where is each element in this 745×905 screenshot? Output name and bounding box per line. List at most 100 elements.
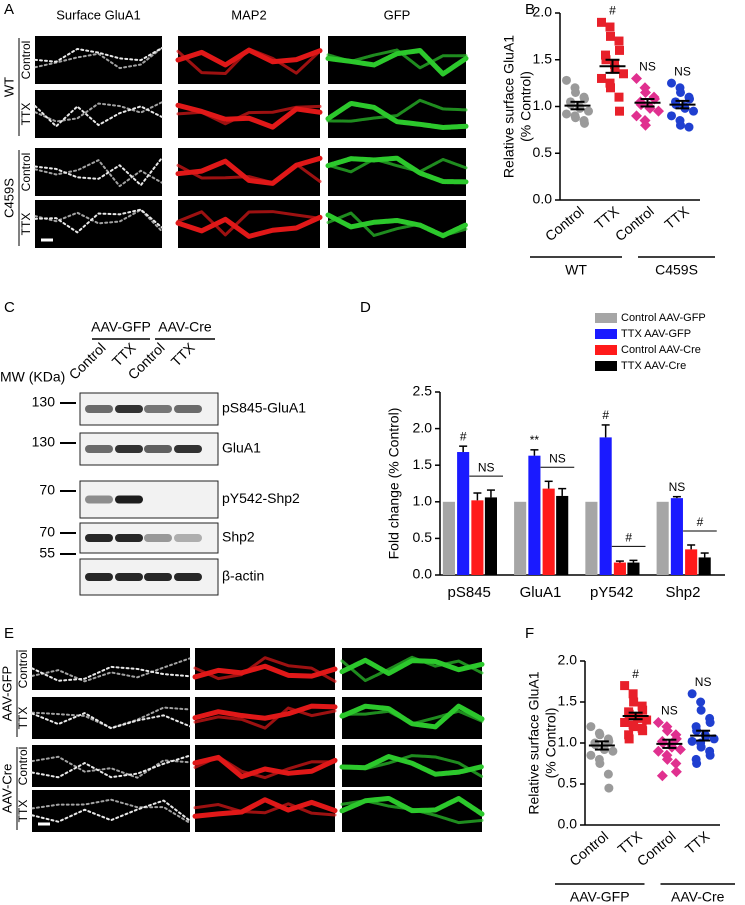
- data-point: [656, 770, 668, 782]
- row-label: TTX: [16, 800, 30, 823]
- y-axis-label: Fold change (% Control): [386, 408, 402, 560]
- neurite: [31, 706, 191, 729]
- micrograph: [35, 36, 162, 84]
- legend-label: TTX AAV-GFP: [621, 328, 691, 340]
- group-label: AAV-GFP: [570, 889, 630, 905]
- neurite: [192, 663, 338, 680]
- mw-label: 70: [39, 524, 55, 540]
- data-point: [610, 59, 619, 69]
- blot-label: pY542-Shp2: [222, 490, 300, 506]
- bar: [685, 549, 698, 575]
- row-label: Control: [16, 747, 30, 786]
- neurite: [176, 47, 322, 76]
- bar: [670, 498, 683, 575]
- band: [144, 405, 172, 413]
- mw-label: 130: [32, 394, 56, 410]
- group-label: AAV-Cre: [0, 764, 14, 814]
- neurite: [340, 799, 484, 825]
- data-point: [638, 726, 648, 736]
- neurite: [34, 156, 163, 187]
- neurite: [325, 100, 469, 130]
- mw-title: MW (KDa): [0, 369, 65, 385]
- y-tick-label: 0.5: [558, 775, 578, 791]
- bar: [442, 501, 455, 575]
- data-point: [661, 753, 673, 765]
- data-point: [640, 86, 651, 98]
- neurite: [339, 657, 485, 676]
- data-point: [667, 78, 676, 88]
- bar: [613, 562, 626, 575]
- neurite: [192, 703, 338, 721]
- lane-label: TTX: [168, 339, 198, 369]
- neurite: [340, 709, 484, 726]
- band: [174, 445, 202, 453]
- data-point: [687, 689, 697, 699]
- neurite: [192, 797, 338, 819]
- band: [85, 495, 113, 504]
- neurite: [340, 754, 484, 779]
- data-point: [614, 92, 624, 102]
- data-point: [580, 118, 589, 128]
- data-point: [692, 759, 702, 768]
- data-point: [586, 722, 596, 732]
- data-point: [674, 744, 686, 756]
- data-point: [620, 718, 630, 727]
- group-label: C459S: [1, 178, 16, 218]
- y-tick-label: 1.5: [558, 693, 578, 709]
- band: [144, 573, 172, 581]
- group-label: AAV-GFP: [0, 666, 14, 721]
- mw-label: 130: [32, 434, 56, 450]
- data-point: [696, 697, 706, 707]
- legend-swatch: [595, 329, 617, 339]
- y-tick-label: 2.0: [413, 419, 433, 435]
- micrograph: [32, 697, 190, 739]
- data-point: [586, 750, 596, 760]
- data-point: [696, 742, 706, 752]
- data-point: [684, 122, 694, 132]
- data-point: [562, 75, 571, 85]
- neurite: [326, 211, 468, 238]
- neurite: [176, 162, 322, 185]
- annotation: NS: [661, 704, 678, 718]
- y-axis-label: Relative surface GluA1: [526, 671, 542, 814]
- y-tick-label: 0.5: [533, 144, 553, 160]
- panel-label: B: [525, 1, 535, 18]
- x-tick-label: pS845: [448, 584, 491, 601]
- y-tick-label: 0.0: [533, 191, 553, 207]
- column-header: GFP: [384, 7, 411, 22]
- bracket-label: #: [625, 531, 632, 545]
- data-point: [670, 766, 682, 778]
- neurite: [326, 48, 468, 70]
- data-point: [603, 769, 613, 779]
- data-point: [597, 17, 606, 27]
- row-label: TTX: [16, 707, 30, 730]
- data-point: [631, 72, 642, 84]
- column-header: MAP2: [231, 7, 266, 22]
- row-label: Control: [19, 153, 33, 192]
- annotation: NS: [695, 675, 712, 689]
- column-header: Surface GluA1: [56, 7, 141, 22]
- panel-label: C: [4, 299, 15, 316]
- micrograph: [195, 745, 335, 787]
- bar: [457, 452, 470, 575]
- neurite: [193, 706, 337, 730]
- blot-label: pS845-GluA1: [222, 400, 306, 416]
- neurite: [340, 655, 484, 683]
- band: [115, 405, 143, 413]
- data-point: [670, 758, 682, 769]
- y-tick-label: 0.0: [558, 816, 578, 832]
- neurite: [326, 98, 468, 123]
- x-tick-label: TTX: [661, 202, 692, 232]
- bracket-label: #: [697, 515, 704, 529]
- row-label: TTX: [19, 213, 33, 236]
- bar: [484, 497, 497, 575]
- group-label: WT: [1, 77, 16, 97]
- legend-label: Control AAV-GFP: [621, 312, 706, 324]
- micrograph: [32, 745, 190, 787]
- data-point: [610, 64, 620, 74]
- data-point: [685, 94, 694, 104]
- row-label: TTX: [19, 103, 33, 126]
- neurite: [34, 208, 163, 234]
- data-point: [615, 106, 624, 116]
- bar: [585, 501, 598, 575]
